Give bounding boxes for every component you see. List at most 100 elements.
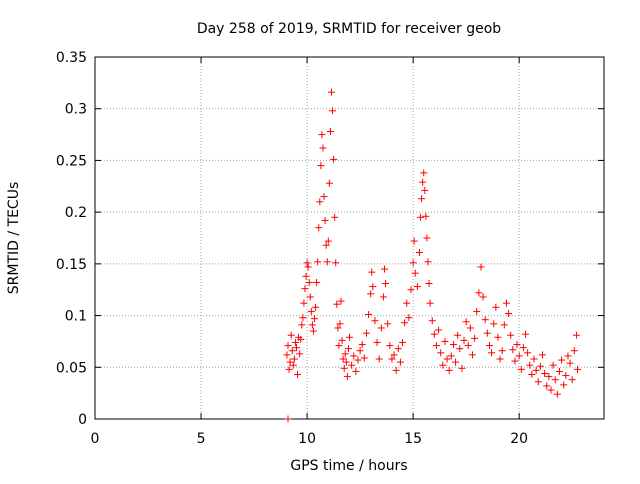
data-point — [500, 321, 508, 329]
data-point — [305, 278, 313, 286]
data-point — [566, 359, 574, 367]
data-point — [306, 293, 314, 301]
data-point — [334, 324, 342, 332]
data-point — [340, 364, 348, 372]
data-point — [445, 366, 453, 374]
y-tick-label: 0.3 — [65, 102, 87, 118]
data-point — [313, 278, 321, 286]
data-point — [296, 350, 304, 358]
data-point — [332, 259, 340, 267]
data-point — [447, 352, 455, 360]
x-tick-label: 20 — [510, 431, 528, 447]
data-point — [547, 386, 555, 394]
data-point — [342, 358, 350, 366]
data-point — [473, 307, 481, 315]
data-point — [462, 318, 470, 326]
data-point — [312, 303, 320, 311]
y-tick-label: 0.25 — [56, 153, 87, 169]
data-point — [322, 241, 330, 249]
data-point — [515, 352, 523, 360]
data-point — [344, 345, 352, 353]
data-point — [320, 193, 328, 201]
data-point — [386, 342, 394, 350]
y-tick-label: 0.1 — [65, 309, 87, 325]
data-point — [318, 131, 326, 139]
axes-layer: 0 0.05 0.1 0.15 0.2 0.25 0.3 0.35 0 5 10 15 20 — [56, 50, 605, 447]
data-point — [430, 330, 438, 338]
data-point — [410, 237, 418, 245]
data-point — [360, 354, 368, 362]
chart-title: Day 258 of 2019, SRMTID for receiver geo… — [197, 21, 501, 37]
data-point — [456, 345, 464, 353]
data-point — [288, 347, 296, 355]
data-point — [551, 376, 559, 384]
data-point — [403, 299, 411, 307]
data-point — [560, 381, 568, 389]
data-point — [415, 248, 423, 256]
data-point — [423, 234, 431, 242]
data-point — [490, 320, 498, 328]
labels-layer: Day 258 of 2019, SRMTID for receiver geo… — [6, 21, 501, 474]
y-axis-label: SRMTID / TECUs — [6, 182, 22, 295]
data-point — [287, 331, 295, 339]
data-point — [532, 366, 540, 374]
data-point — [302, 272, 310, 280]
plot-frame — [94, 56, 605, 420]
data-point — [541, 369, 549, 377]
data-point — [379, 293, 387, 301]
data-point — [365, 311, 373, 319]
data-point — [338, 336, 346, 344]
data-point — [437, 349, 445, 357]
data-point — [299, 314, 307, 322]
data-point — [562, 372, 570, 380]
data-point — [458, 364, 466, 372]
data-point — [449, 341, 457, 349]
data-point — [283, 351, 291, 359]
data-point — [319, 144, 327, 152]
data-point — [428, 317, 436, 325]
data-point — [352, 367, 360, 375]
data-point — [422, 212, 430, 220]
data-point — [356, 347, 364, 355]
data-point — [483, 329, 491, 337]
data-point — [411, 269, 419, 277]
data-point — [425, 280, 433, 288]
y-tick-label: 0 — [78, 412, 87, 428]
data-point — [348, 361, 356, 369]
data-point — [346, 333, 353, 341]
data-point — [543, 382, 551, 390]
data-point — [485, 342, 493, 350]
data-point — [298, 321, 306, 329]
data-point — [304, 263, 312, 271]
data-point — [401, 319, 409, 327]
data-point — [553, 390, 561, 398]
data-point — [417, 213, 425, 221]
data-point — [286, 358, 294, 366]
x-tick-label: 5 — [197, 431, 206, 447]
data-point — [538, 351, 546, 359]
data-point — [354, 356, 362, 364]
data-point — [285, 365, 293, 373]
data-point — [336, 320, 344, 328]
data-point — [339, 355, 347, 363]
y-tick-label: 0.05 — [56, 360, 87, 376]
data-point — [418, 195, 426, 203]
data-point — [358, 341, 366, 349]
data-point — [475, 289, 483, 297]
data-point — [471, 334, 479, 342]
data-point — [413, 283, 421, 291]
data-point — [350, 352, 358, 360]
data-point — [289, 361, 297, 369]
data-point — [477, 263, 485, 271]
data-point — [524, 349, 532, 357]
data-point — [555, 367, 563, 375]
data-point — [513, 341, 521, 349]
data-point — [311, 315, 319, 323]
data-point — [507, 331, 515, 339]
x-tick-label: 15 — [404, 431, 422, 447]
data-point — [315, 224, 323, 232]
data-point — [509, 346, 517, 354]
data-point — [367, 290, 375, 298]
data-point — [479, 293, 487, 301]
data-point — [377, 324, 385, 332]
